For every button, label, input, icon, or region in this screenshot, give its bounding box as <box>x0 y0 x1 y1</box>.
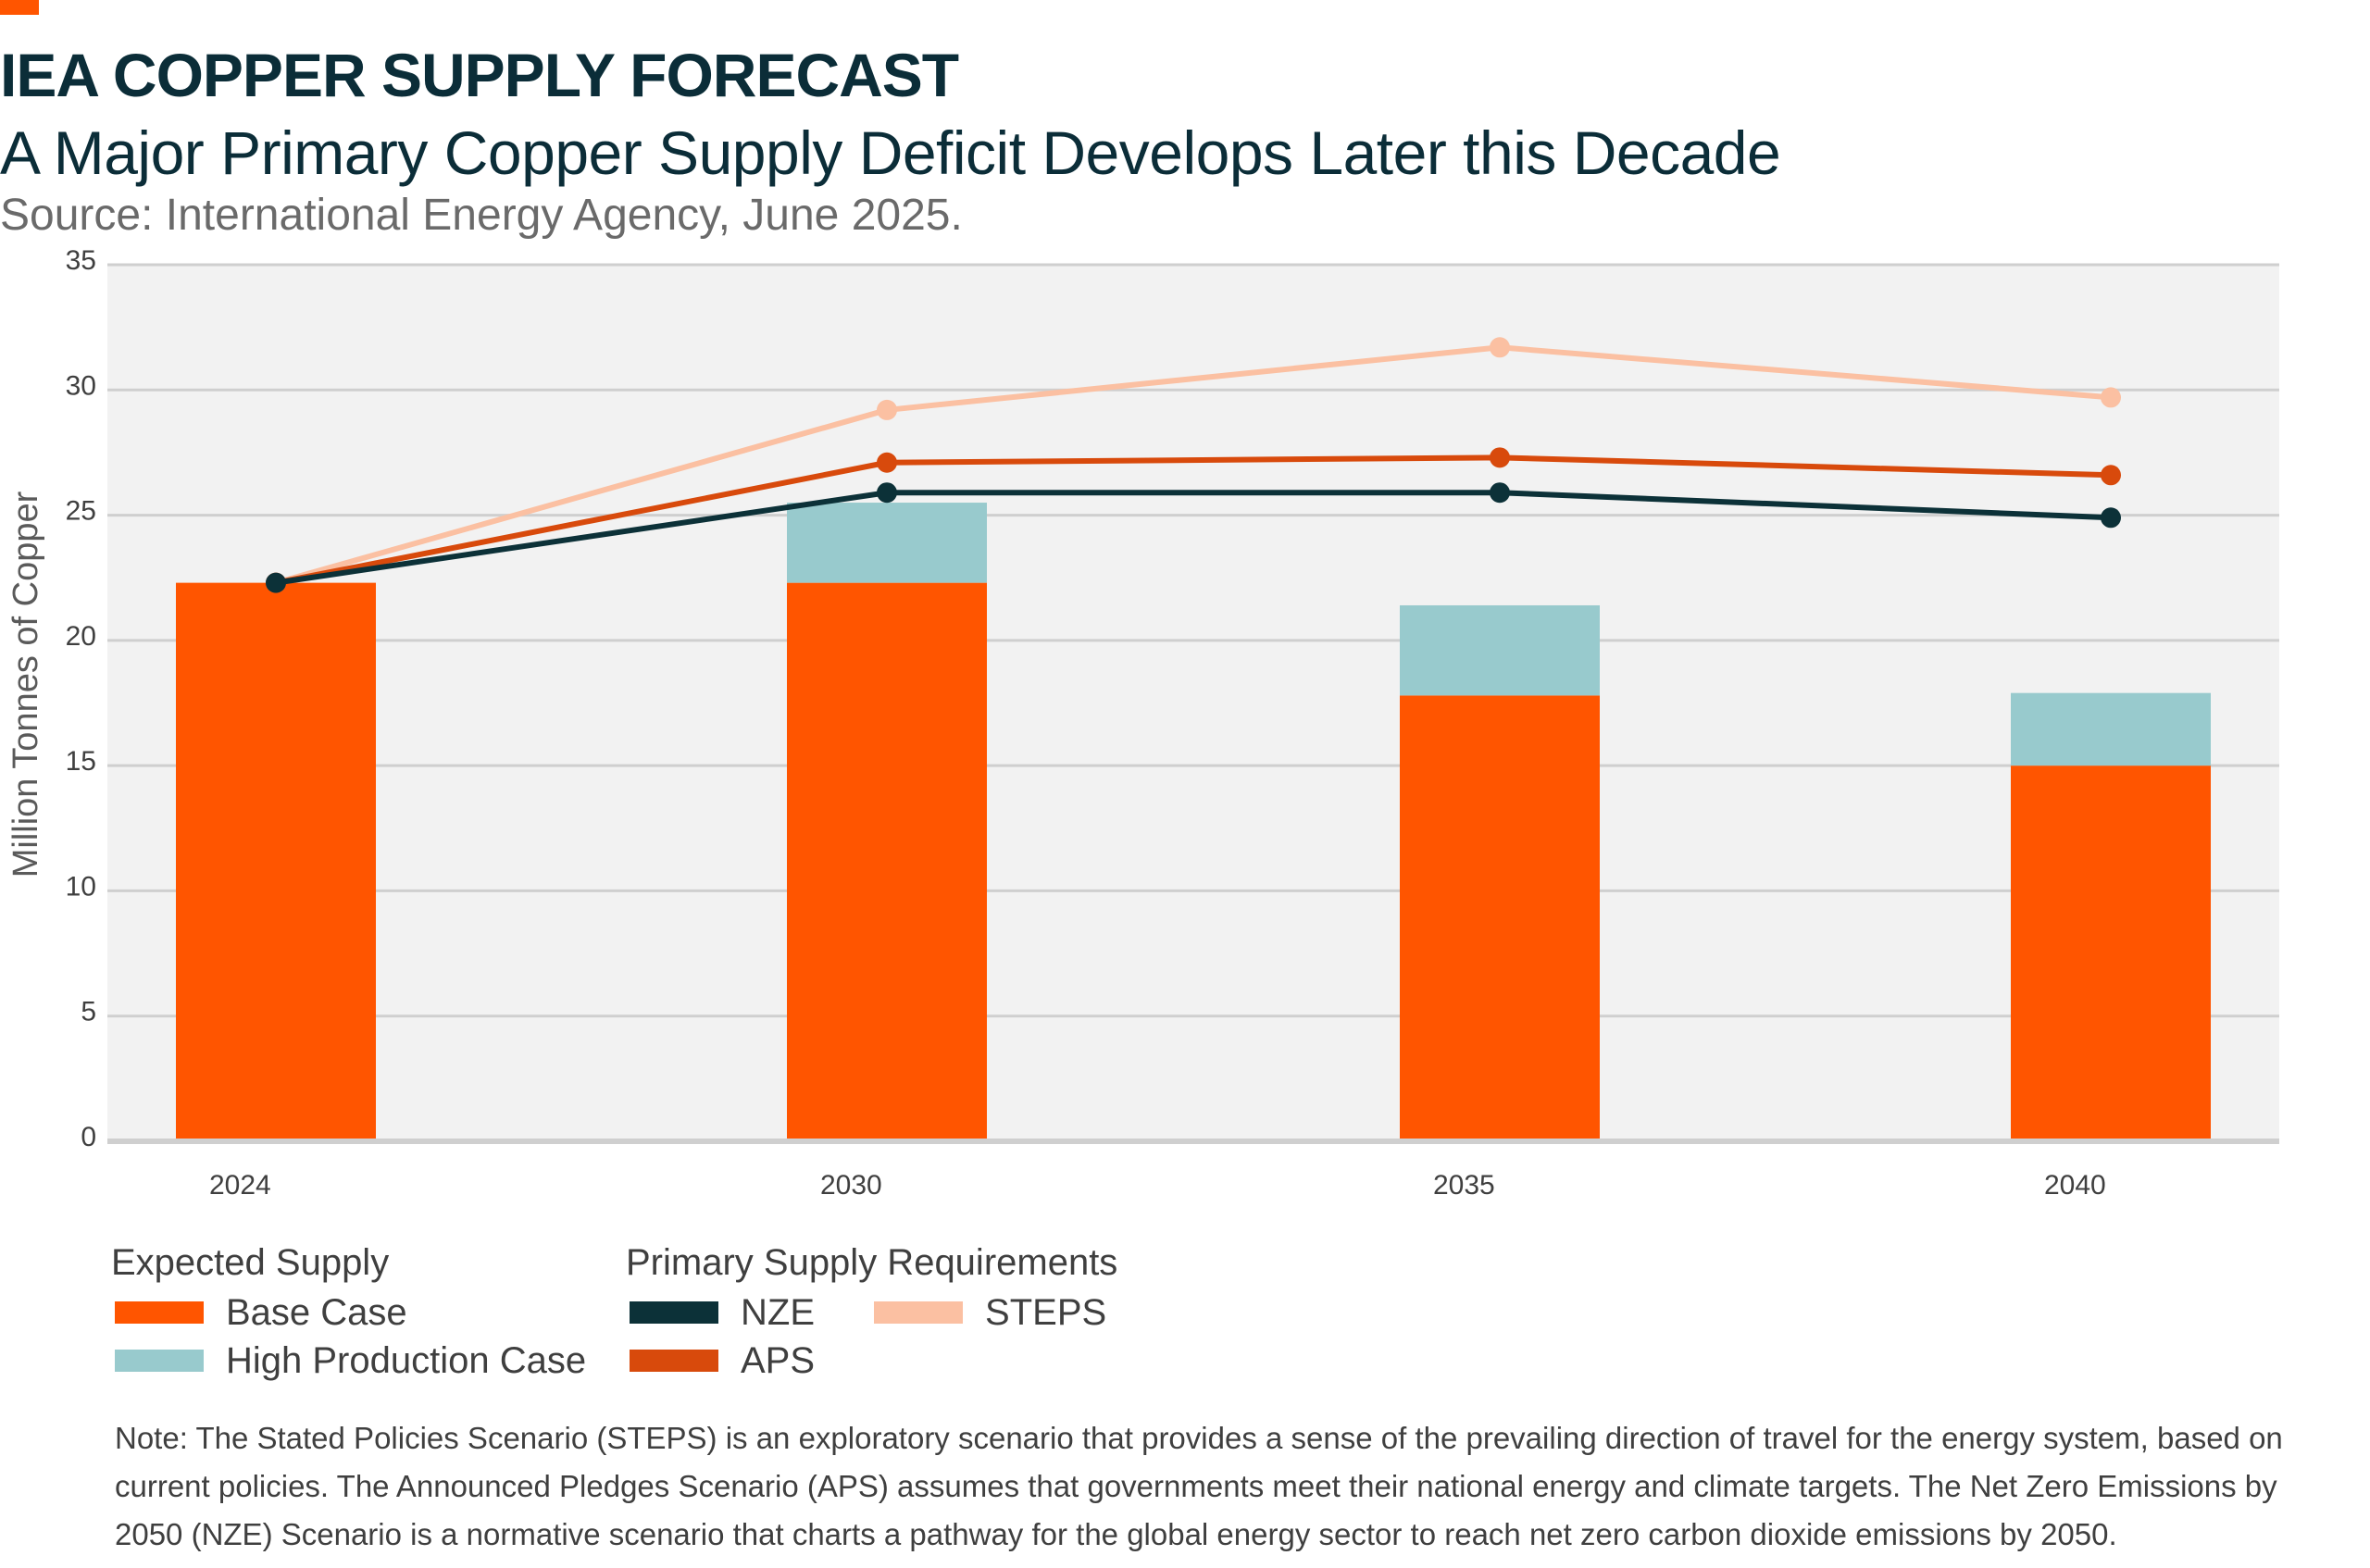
legend-requirements: Primary Supply Requirements NZE APS STEP… <box>626 1240 1117 1385</box>
legend-label-steps: STEPS <box>985 1291 1107 1333</box>
bar-high-production <box>2011 692 2211 766</box>
high-production-swatch <box>115 1350 204 1372</box>
y-tick-label: 5 <box>81 997 96 1027</box>
footnote: Note: The Stated Policies Scenario (STEP… <box>115 1421 2283 1551</box>
point-aps <box>1490 447 1510 468</box>
legend-label-base-case: Base Case <box>226 1291 407 1333</box>
y-tick-label: 35 <box>66 245 96 276</box>
point-steps <box>1490 337 1510 358</box>
y-tick-label: 15 <box>66 746 96 777</box>
accent-tab <box>0 0 39 15</box>
y-tick-label: 20 <box>66 621 96 652</box>
aps-swatch <box>630 1350 718 1372</box>
gridlines <box>107 263 2279 1018</box>
base-case-swatch <box>115 1301 204 1324</box>
point-nze <box>2101 507 2121 529</box>
bar-base-case <box>787 582 987 1141</box>
nze-swatch <box>630 1301 718 1324</box>
legend-item-nze: NZE <box>626 1288 815 1337</box>
bars <box>176 503 2211 1141</box>
bar-base-case <box>1400 695 1600 1141</box>
point-nze <box>877 482 897 504</box>
bar-high-production <box>1400 604 1600 696</box>
point-nze <box>1490 482 1510 504</box>
legend-label-aps: APS <box>741 1339 816 1381</box>
legend-expected-supply: Expected Supply Base Case High Productio… <box>111 1240 586 1385</box>
bar-base-case <box>176 582 376 1141</box>
line-nze <box>275 490 2112 586</box>
y-tick-label: 0 <box>81 1122 96 1152</box>
x-tick-label: 2024 <box>209 1170 271 1201</box>
point-aps <box>2101 465 2121 486</box>
steps-swatch <box>874 1301 964 1324</box>
legend-label-nze: NZE <box>741 1291 815 1333</box>
y-axis-ticks: 0 5 10 15 20 25 30 35 <box>66 245 96 1152</box>
x-tick-label: 2030 <box>820 1170 882 1201</box>
legend-item-aps: APS <box>626 1337 815 1385</box>
y-axis-label: Million Tonnes of Copper <box>6 491 45 877</box>
legend-requirements-title: Primary Supply Requirements <box>626 1242 1118 1283</box>
chart-source: Source: International Energy Agency, Jun… <box>0 191 963 240</box>
legend-item-steps: STEPS <box>870 1288 1106 1337</box>
x-axis-ticks: 2024 2030 2035 2040 <box>209 1170 2106 1201</box>
point-steps <box>2101 387 2121 408</box>
line-aps <box>275 454 2112 586</box>
chart-subtitle: A Major Primary Copper Supply Deficit De… <box>0 118 1781 187</box>
bar-base-case <box>2011 765 2211 1141</box>
legend-label-high-production: High Production Case <box>226 1339 587 1381</box>
y-tick-label: 25 <box>66 496 96 527</box>
legend-item-base-case: Base Case <box>111 1288 586 1337</box>
point-nze <box>266 572 286 593</box>
point-aps <box>877 452 897 473</box>
chart-header: IEA COPPER SUPPLY FORECAST A Major Prima… <box>0 37 2314 243</box>
chart-title: IEA COPPER SUPPLY FORECAST <box>0 41 959 109</box>
y-tick-label: 10 <box>66 871 96 902</box>
chart-area: 0 5 10 15 20 25 30 35 2024 2030 2035 2040 Million … <box>6 245 2279 1201</box>
legend-item-high-production: High Production Case <box>111 1337 586 1385</box>
y-tick-label: 30 <box>66 370 96 401</box>
x-tick-label: 2035 <box>1433 1170 1495 1201</box>
legend-expected-title: Expected Supply <box>111 1242 390 1283</box>
series-lines <box>266 337 2121 593</box>
line-steps <box>275 344 2112 586</box>
x-tick-label: 2040 <box>2044 1170 2106 1201</box>
point-steps <box>877 399 897 420</box>
bar-high-production <box>787 503 987 583</box>
plot-background <box>107 265 2279 1141</box>
